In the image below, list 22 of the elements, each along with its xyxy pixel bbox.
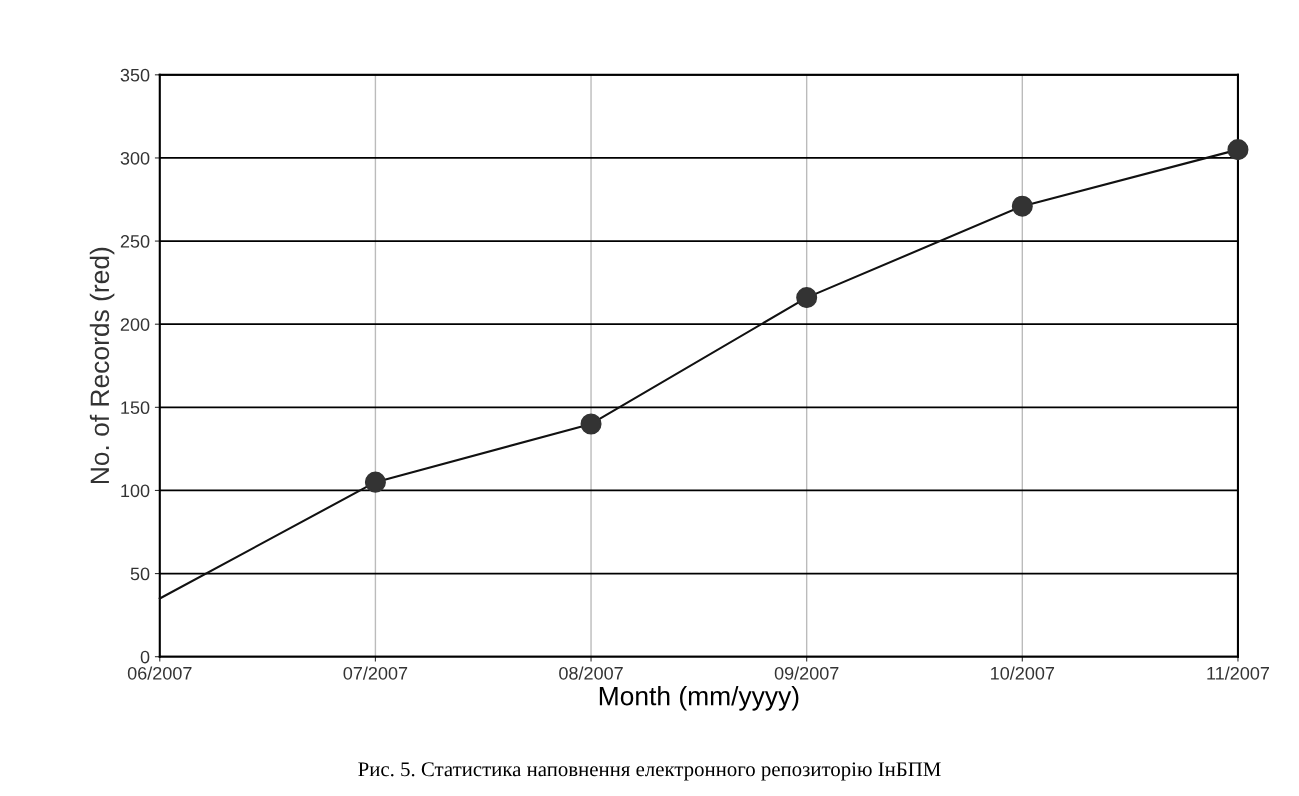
- y-tick-label: 250: [120, 235, 150, 248]
- x-tick-label: 06/2007: [127, 666, 192, 680]
- y-tick-label: 200: [120, 318, 150, 331]
- x-axis-title: Month (mm/yyyy): [599, 686, 799, 711]
- point: [1227, 139, 1249, 161]
- y-tick-label: 350: [120, 68, 150, 82]
- point: [796, 287, 818, 309]
- text: Рис. 5. Статистика наповнення електронного репозиторію ІнБПМ: [358, 762, 941, 781]
- x-tick-label: 11/2007: [1207, 666, 1270, 680]
- x-tick-label: 09/2007: [774, 666, 839, 680]
- y-axis-title: No. of Records (red): [89, 247, 115, 484]
- y-tick-label: 150: [121, 401, 150, 415]
- y-tick-label: 0: [140, 650, 150, 664]
- y-tick-label: 50: [130, 567, 150, 581]
- x-tick-label: 10/2007: [991, 666, 1055, 680]
- point: [580, 413, 602, 435]
- y-tick-label: 300: [120, 151, 150, 165]
- point: [1011, 195, 1033, 217]
- x-tick-label: 07/2007: [343, 666, 408, 680]
- y-tick-label: 100: [121, 484, 150, 498]
- point: [364, 471, 386, 493]
- x-tick-label: 08/2007: [559, 666, 623, 680]
